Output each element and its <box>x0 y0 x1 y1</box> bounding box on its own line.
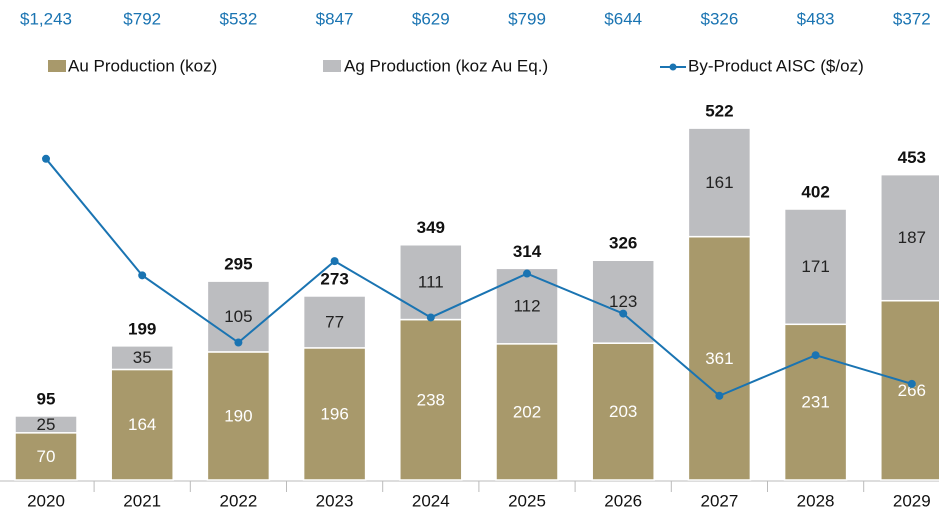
segment-label: 111 <box>418 273 444 292</box>
segment-label: 231 <box>801 393 829 412</box>
bar-segment <box>687 235 752 481</box>
total-label: 453 <box>898 148 926 167</box>
value-label: $847 <box>316 9 354 28</box>
value-label: $1,243 <box>20 9 72 28</box>
segment-label: 203 <box>609 402 637 421</box>
bar-segment <box>591 259 655 344</box>
segment-label: 35 <box>133 348 152 367</box>
line-marker <box>619 309 628 318</box>
legend-swatch <box>323 60 341 72</box>
line-marker <box>234 338 243 347</box>
value-label: $483 <box>797 9 835 28</box>
segment-label: 112 <box>513 297 540 316</box>
segment-label: 187 <box>898 228 926 247</box>
legend: Au Production (koz) Ag Production (koz A… <box>48 56 864 75</box>
segment-label: 161 <box>705 173 733 192</box>
line-marker <box>811 351 820 360</box>
segment-label: 202 <box>513 402 541 421</box>
total-label: 314 <box>513 242 542 261</box>
segment-label: 361 <box>705 349 733 368</box>
value-label: $326 <box>700 9 738 28</box>
total-label: 199 <box>128 319 156 338</box>
total-label: 95 <box>37 389 56 408</box>
bar-segment <box>880 299 939 481</box>
bar-segment <box>783 208 848 326</box>
line-marker <box>523 269 531 278</box>
bar-segment <box>14 415 78 434</box>
legend-marker <box>669 63 677 71</box>
x-tick-label: 2023 <box>316 491 354 510</box>
value-label: $799 <box>508 9 546 28</box>
segment-label: 70 <box>37 447 56 466</box>
line-marker <box>330 257 339 266</box>
bar-segment <box>495 343 559 481</box>
value-label: $532 <box>219 9 257 28</box>
total-label: 326 <box>609 234 637 253</box>
bar-segment <box>110 368 174 481</box>
line-marker <box>426 313 435 322</box>
line-marker <box>907 379 916 388</box>
bar-segment <box>110 345 174 371</box>
segment-label: 190 <box>224 406 252 425</box>
x-tick-label: 2026 <box>604 491 642 510</box>
value-label: $372 <box>893 9 931 28</box>
total-label: 349 <box>417 218 445 237</box>
segment-label: 238 <box>417 390 445 409</box>
line-marker <box>715 391 724 400</box>
line <box>45 158 913 397</box>
segment-label: 77 <box>325 312 344 331</box>
x-tick-label: 2022 <box>219 491 257 510</box>
total-label: 295 <box>224 255 252 274</box>
x-tick-label: 2029 <box>893 491 931 510</box>
legend-label: By-Product AISC ($/oz) <box>688 56 864 75</box>
x-tick-label: 2025 <box>508 491 546 510</box>
line-marker <box>138 271 147 280</box>
value-label: $644 <box>604 9 642 28</box>
x-tick-label: 2020 <box>27 491 65 510</box>
segment-label: 123 <box>609 292 637 311</box>
segment-label: 25 <box>37 415 56 434</box>
segment-label: 171 <box>801 257 829 276</box>
x-tick-label: 2024 <box>412 491 450 510</box>
legend-label: Au Production (koz) <box>68 56 217 75</box>
line-marker <box>42 154 50 163</box>
bar-segment <box>687 127 752 238</box>
bar-segment <box>302 347 367 481</box>
total-label: 273 <box>320 269 348 288</box>
bar-segment <box>206 351 271 481</box>
segment-label: 266 <box>898 381 926 400</box>
value-label: $629 <box>412 9 450 28</box>
bar-segment <box>14 432 78 481</box>
value-label: $792 <box>123 9 161 28</box>
total-label: 522 <box>705 102 733 121</box>
legend-label: Ag Production (koz Au Eq.) <box>344 56 548 75</box>
x-tick-label: 2027 <box>700 491 738 510</box>
x-tick-label: 2021 <box>123 491 161 510</box>
segment-label: 164 <box>128 415 156 434</box>
bar-segment <box>495 267 559 345</box>
x-tick-label: 2028 <box>797 491 835 510</box>
bar-segment <box>880 173 939 302</box>
legend-swatch <box>48 60 66 72</box>
total-label: 402 <box>801 183 829 202</box>
segment-label: 196 <box>320 404 348 423</box>
bar-segment <box>783 323 848 481</box>
segment-label: 105 <box>224 307 252 326</box>
bar-segment <box>302 295 367 349</box>
